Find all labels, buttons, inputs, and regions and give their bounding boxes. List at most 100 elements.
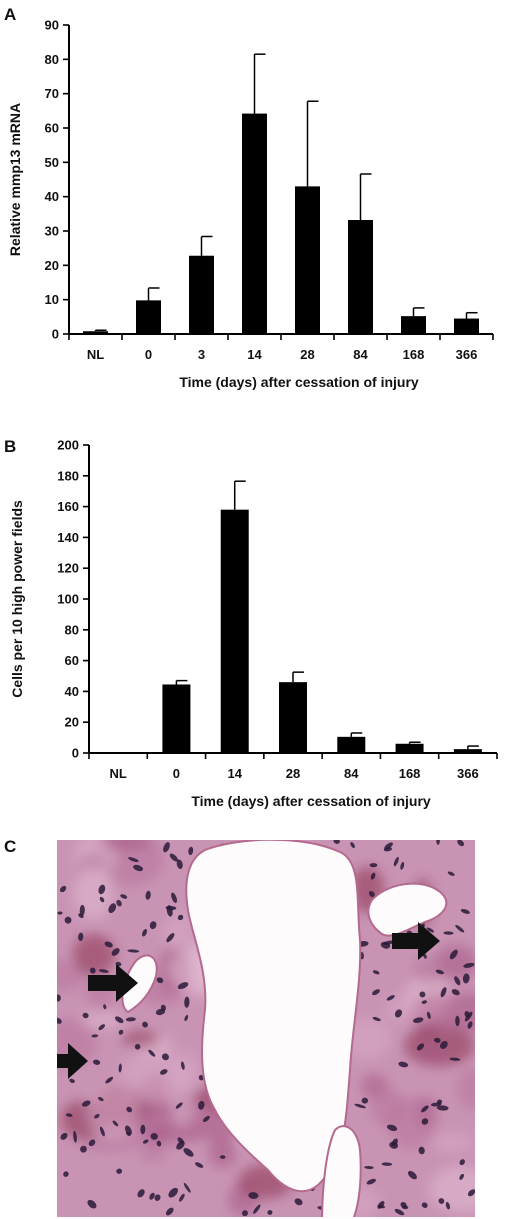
- small-vessel-lumen: [367, 882, 448, 937]
- cell-nucleus: [368, 891, 375, 898]
- cell-nucleus: [79, 904, 85, 916]
- chart1-y-tick-label: 0: [72, 746, 79, 761]
- tissue-blotch: [72, 933, 116, 977]
- cell-nucleus: [128, 857, 139, 863]
- chart1-bar: [162, 684, 191, 753]
- cell-nucleus: [455, 924, 465, 933]
- tissue-blotch: [434, 944, 475, 981]
- cell-nucleus: [449, 949, 458, 960]
- cell-nucleus: [430, 1102, 442, 1107]
- cell-nucleus: [80, 1145, 87, 1153]
- cell-nucleus: [440, 987, 447, 998]
- chart1-x-tick-label: 14: [227, 766, 242, 781]
- cell-nucleus: [426, 927, 435, 933]
- cell-nucleus: [219, 1155, 226, 1159]
- tissue-blotch: [136, 1092, 173, 1146]
- cell-nucleus: [372, 1016, 381, 1022]
- cell-nucleus: [369, 863, 378, 868]
- cell-nucleus: [176, 1141, 185, 1150]
- arrow-right-upper: [392, 922, 440, 960]
- tissue-blotch: [81, 1012, 124, 1029]
- chart1-y-tick-label: 20: [65, 715, 79, 730]
- cell-nucleus: [386, 995, 395, 1001]
- cell-nucleus: [163, 842, 170, 853]
- bottom-vessel-lumen: [321, 1125, 362, 1217]
- cell-nucleus: [361, 1097, 369, 1104]
- tissue-blotch: [99, 840, 153, 851]
- chart0-bar: [348, 220, 373, 334]
- cell-nucleus: [148, 1049, 156, 1057]
- cell-nucleus: [156, 977, 164, 984]
- cell-nucleus: [177, 982, 189, 990]
- chart1-y-tick-label: 180: [57, 468, 79, 483]
- tissue-blotch: [73, 866, 114, 920]
- cell-nucleus: [294, 1198, 303, 1206]
- cell-nucleus: [447, 871, 455, 876]
- cell-nucleus: [393, 856, 399, 867]
- cell-nucleus: [372, 970, 380, 975]
- cell-nucleus: [418, 1146, 425, 1155]
- chart1-y-axis-title: Cells per 10 high power fields: [9, 500, 25, 698]
- cell-nucleus: [98, 884, 106, 895]
- cell-nucleus: [400, 861, 405, 870]
- chart0-y-tick-label: 0: [52, 327, 59, 342]
- chart1-x-tick-label: 28: [286, 766, 300, 781]
- chart0-bar: [401, 316, 426, 334]
- cell-nucleus: [436, 840, 440, 845]
- tissue-blotch: [343, 1018, 392, 1059]
- chart1-bar: [220, 509, 249, 753]
- vessel-lumen: [185, 840, 362, 1193]
- cell-nucleus: [154, 1194, 161, 1201]
- cell-nucleus: [118, 1029, 124, 1035]
- panel-label-b: B: [4, 437, 16, 456]
- cell-nucleus: [168, 1187, 178, 1198]
- cell-nucleus: [88, 1139, 96, 1147]
- cell-nucleus: [111, 948, 120, 956]
- cell-nucleus: [333, 840, 340, 844]
- tissue-blotch: [411, 956, 445, 983]
- cell-nucleus: [386, 1124, 398, 1131]
- chart0-y-tick-label: 70: [45, 86, 59, 101]
- chart0-y-tick-label: 10: [45, 292, 59, 307]
- cell-nucleus: [116, 1168, 123, 1174]
- arrow-left-lower: [57, 1043, 88, 1079]
- cell-nucleus: [63, 1171, 69, 1177]
- chart0-x-tick-label: 14: [247, 347, 262, 362]
- chart0-y-axis-title: Relative mmp13 mRNA: [7, 103, 23, 256]
- chart0-y-tick-label: 80: [45, 52, 59, 67]
- cell-nucleus: [435, 969, 445, 975]
- cell-nucleus: [439, 1040, 448, 1049]
- cell-nucleus: [184, 996, 190, 1008]
- chart1-x-tick-label: NL: [109, 766, 126, 781]
- cell-nucleus: [142, 929, 148, 937]
- cell-nucleus: [64, 916, 72, 924]
- cell-nucleus: [134, 1043, 141, 1050]
- cell-nucleus: [149, 1192, 155, 1200]
- cell-nucleus: [57, 1017, 62, 1024]
- cell-nucleus: [449, 1057, 461, 1061]
- chart0-x-tick-label: 168: [403, 347, 425, 362]
- cell-nucleus: [91, 1034, 99, 1038]
- cell-nucleus: [104, 941, 113, 948]
- cell-nucleus: [464, 1011, 473, 1022]
- tissue-blotch: [138, 1144, 168, 1162]
- panel-label-c: C: [4, 837, 16, 856]
- chart1-y-tick-label: 200: [57, 438, 79, 453]
- cell-nucleus: [421, 1105, 429, 1113]
- chart1-x-tick-label: 84: [344, 766, 359, 781]
- cell-nucleus: [118, 1063, 122, 1073]
- chart1-y-tick-label: 80: [65, 622, 79, 637]
- cell-nucleus: [421, 1000, 428, 1004]
- cell-nucleus: [198, 1074, 204, 1081]
- cell-nucleus: [155, 1008, 166, 1016]
- cell-nucleus: [370, 872, 376, 880]
- cell-nucleus: [398, 1061, 409, 1068]
- cell-nucleus: [165, 1207, 174, 1216]
- chart0-y-tick-label: 40: [45, 189, 59, 204]
- cell-nucleus: [142, 1139, 149, 1144]
- cell-nucleus: [454, 976, 461, 986]
- cell-nucleus: [180, 1061, 185, 1070]
- cell-nucleus: [112, 1120, 119, 1127]
- cell-nucleus: [103, 1004, 107, 1010]
- cell-nucleus: [177, 914, 184, 921]
